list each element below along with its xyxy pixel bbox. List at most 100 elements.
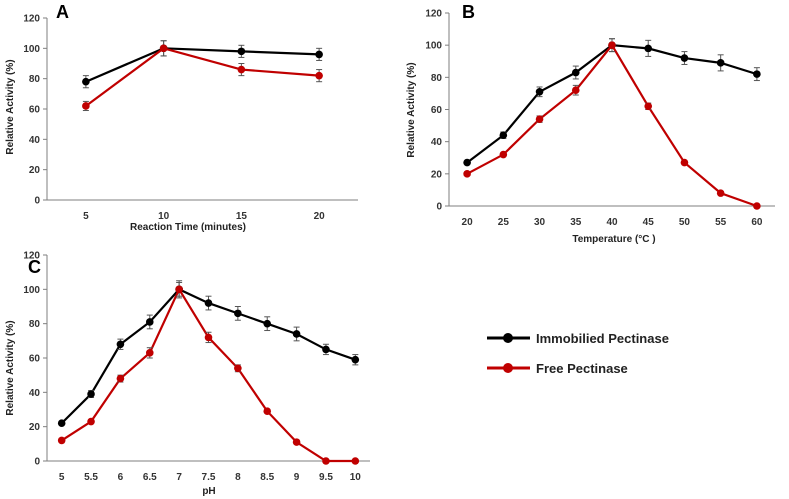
- y-tick-label: 120: [23, 14, 40, 25]
- y-axis-label: Relative Activity (%): [5, 59, 16, 154]
- chart-panel-a: A Reaction Time (minutes) Relative Activ…: [5, 2, 358, 233]
- y-tick-label: 100: [23, 44, 40, 55]
- y-tick-label: 60: [431, 105, 443, 116]
- series-line-immobilized: [85, 47, 320, 83]
- data-point-immobilized: [680, 54, 689, 62]
- data-point-free: [322, 457, 330, 465]
- data-point-immobilized: [499, 131, 508, 140]
- y-tick-label: 0: [34, 457, 40, 468]
- data-point-immobilized: [57, 419, 66, 428]
- y-tick-label: 20: [29, 165, 41, 176]
- x-tick-label: 7: [176, 472, 182, 483]
- data-point-free: [145, 349, 154, 357]
- x-tick-label: 30: [534, 217, 546, 228]
- legend: Immobilied Pectinase Free Pectinase: [487, 331, 669, 376]
- y-tick-label: 40: [431, 137, 443, 148]
- series-line-free: [61, 287, 356, 463]
- data-point-immobilized: [82, 77, 90, 86]
- x-tick-label: 35: [570, 217, 582, 228]
- legend-label-immobilized: Immobilied Pectinase: [536, 331, 669, 346]
- y-tick-label: 20: [431, 169, 443, 180]
- data-point-free: [463, 170, 471, 178]
- data-point-immobilized: [535, 88, 544, 96]
- data-point-free: [237, 65, 246, 74]
- y-tick-label: 120: [23, 251, 40, 262]
- series-line-immobilized: [466, 44, 758, 164]
- series-line-free: [85, 47, 320, 107]
- data-point-immobilized: [234, 309, 242, 318]
- x-tick-label: 10: [158, 211, 170, 222]
- x-tick-label: 40: [606, 217, 618, 228]
- x-tick-label: 8.5: [260, 472, 274, 483]
- data-point-free: [680, 158, 689, 167]
- data-point-free: [716, 189, 725, 197]
- legend-label-free: Free Pectinase: [536, 361, 628, 376]
- data-point-immobilized: [753, 70, 761, 78]
- panel-letter: C: [28, 257, 41, 277]
- data-point-free: [292, 438, 301, 446]
- data-point-free: [234, 364, 242, 373]
- data-point-immobilized: [322, 345, 330, 354]
- legend-marker-free: [503, 363, 513, 373]
- x-tick-label: 25: [498, 217, 510, 228]
- data-point-free: [57, 436, 66, 445]
- x-axis-label: Temperature (°C ): [572, 234, 655, 245]
- data-point-immobilized: [716, 59, 725, 67]
- y-tick-label: 80: [29, 74, 41, 85]
- y-tick-label: 40: [29, 135, 41, 146]
- y-tick-label: 60: [29, 105, 41, 116]
- y-tick-label: 60: [29, 354, 41, 365]
- data-point-immobilized: [315, 50, 323, 59]
- data-point-free: [644, 102, 653, 111]
- data-point-immobilized: [571, 68, 580, 77]
- x-tick-label: 6.5: [143, 472, 157, 483]
- data-point-immobilized: [351, 355, 360, 364]
- data-point-immobilized: [263, 319, 272, 328]
- data-point-immobilized: [644, 44, 653, 53]
- data-point-free: [753, 202, 761, 210]
- y-tick-label: 0: [34, 196, 40, 207]
- panel-letter: A: [56, 2, 69, 22]
- chart-panel-b: B Temperature (°C ) Relative Activity (%…: [406, 2, 775, 245]
- y-tick-label: 100: [425, 41, 442, 52]
- x-tick-label: 20: [314, 211, 326, 222]
- x-tick-label: 55: [715, 217, 727, 228]
- y-tick-label: 80: [431, 73, 443, 84]
- y-axis-label: Relative Activity (%): [406, 62, 417, 157]
- data-point-free: [351, 457, 360, 465]
- data-point-immobilized: [87, 390, 95, 398]
- data-point-free: [608, 41, 616, 49]
- data-point-free: [87, 417, 95, 426]
- data-point-immobilized: [463, 158, 471, 167]
- data-point-free: [204, 333, 213, 342]
- y-tick-label: 100: [23, 285, 40, 296]
- x-tick-label: 45: [643, 217, 655, 228]
- data-point-free: [315, 71, 323, 80]
- y-axis-label: Relative Activity (%): [5, 320, 16, 415]
- chart-panel-c: C pH Relative Activity (%) 0 20 40 60 80 100 1…: [5, 251, 370, 497]
- y-tick-label: 120: [425, 9, 442, 20]
- x-tick-label: 5.5: [84, 472, 98, 483]
- data-point-free: [175, 285, 183, 294]
- x-tick-label: 15: [236, 211, 248, 222]
- x-tick-label: 8: [235, 472, 241, 483]
- x-tick-label: 60: [751, 217, 763, 228]
- x-tick-label: 20: [462, 217, 474, 228]
- x-axis-label: pH: [202, 486, 215, 497]
- data-point-free: [159, 44, 168, 53]
- x-axis-label: Reaction Time (minutes): [130, 222, 246, 233]
- x-tick-label: 9.5: [319, 472, 333, 483]
- data-point-immobilized: [237, 47, 246, 56]
- x-tick-label: 5: [59, 472, 65, 483]
- data-point-immobilized: [204, 299, 213, 307]
- x-tick-label: 7.5: [202, 472, 216, 483]
- x-tick-label: 5: [83, 211, 89, 222]
- data-point-immobilized: [292, 330, 301, 338]
- x-tick-label: 6: [118, 472, 124, 483]
- data-point-free: [263, 407, 272, 416]
- y-tick-label: 0: [436, 202, 442, 213]
- panel-letter: B: [462, 2, 475, 22]
- y-tick-label: 20: [29, 422, 41, 433]
- data-point-immobilized: [145, 318, 154, 326]
